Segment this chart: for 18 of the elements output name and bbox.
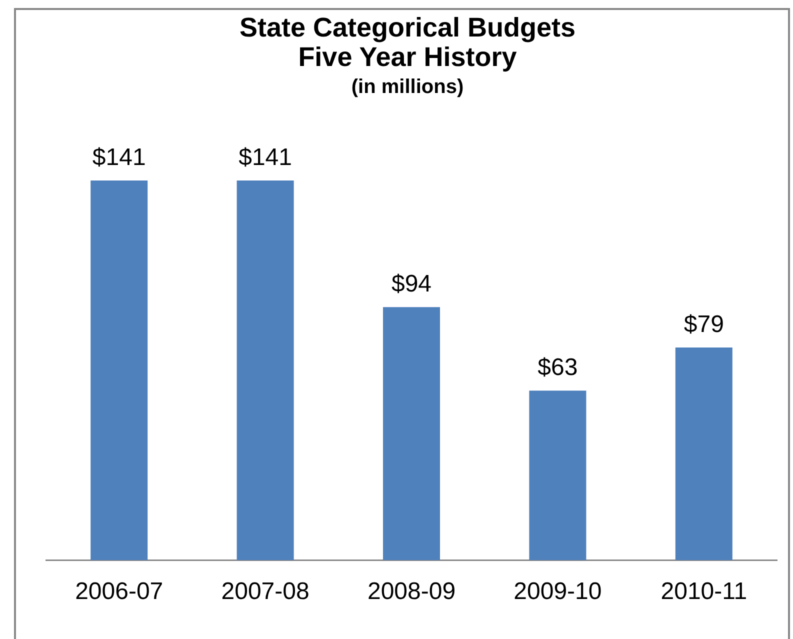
data-label: $141 (92, 144, 146, 172)
text: Five Year History (298, 42, 517, 72)
bar (675, 347, 732, 560)
x-tick-label: 2009-10 (514, 578, 602, 606)
data-label: $94 (391, 270, 432, 298)
data-label: $79 (684, 311, 724, 338)
data-label: $141 (238, 144, 292, 172)
x-tick-label: 2006-07 (75, 578, 164, 606)
bar (382, 307, 440, 560)
x-tick-label: 2007-08 (221, 578, 310, 606)
x-tick-label: 2008-09 (367, 578, 456, 606)
data-label: $63 (538, 354, 578, 382)
chart-subtitle: (in millions) (351, 76, 464, 98)
bar (236, 180, 294, 560)
bar (529, 390, 586, 560)
x-tick-label: 2010-11 (660, 578, 748, 606)
bar (90, 180, 148, 560)
text: State Categorical Budgets (239, 12, 576, 42)
